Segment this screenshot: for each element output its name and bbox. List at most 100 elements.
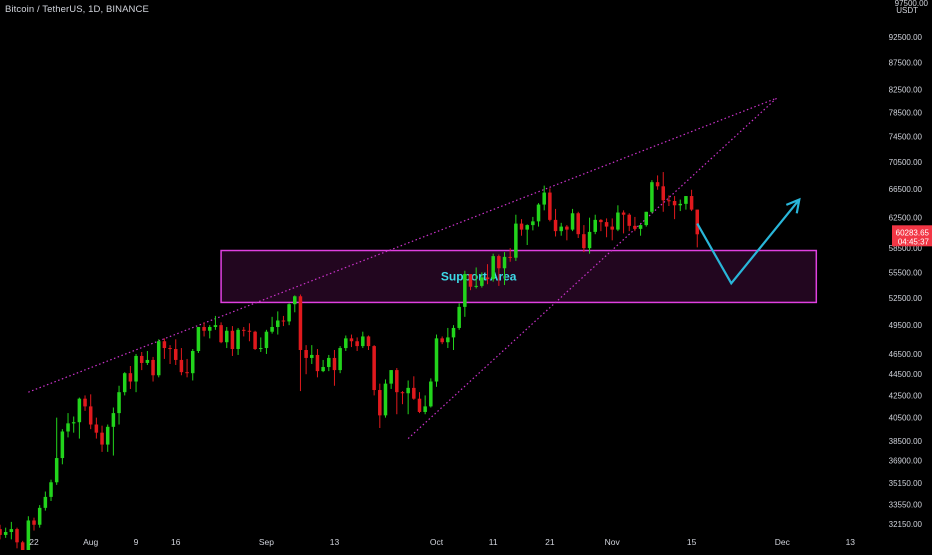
projection-arrow-head	[785, 197, 801, 214]
symbol-header: Bitcoin / TetherUS, 1D, BINANCE	[5, 4, 149, 15]
candle-body	[536, 204, 541, 222]
candle-body	[684, 196, 688, 204]
candle-body	[224, 330, 229, 343]
candle-body	[94, 424, 99, 433]
candle-body	[655, 182, 660, 187]
candle-body	[202, 327, 206, 331]
candle-body	[105, 426, 110, 445]
candles-layer	[0, 172, 700, 555]
candle-body	[134, 355, 138, 382]
candle-body	[32, 520, 36, 525]
candle-body	[185, 372, 189, 374]
candle-body	[355, 341, 359, 347]
candle-body	[502, 256, 507, 269]
time-tick-label: 13	[330, 537, 340, 547]
candle-body	[485, 277, 490, 280]
candle-body	[587, 231, 592, 249]
candle-body	[366, 336, 371, 347]
time-tick-label: Sep	[259, 537, 274, 547]
candle-body	[71, 422, 76, 424]
price-tick-label: 40500.00	[889, 414, 923, 423]
candle-body	[196, 327, 201, 351]
candle-body	[77, 398, 82, 423]
candle-body	[508, 256, 512, 258]
candle-body	[531, 221, 535, 226]
candle-body	[100, 432, 104, 445]
candle-body	[548, 192, 552, 220]
candle-body	[310, 354, 314, 358]
candle-body	[111, 413, 116, 427]
candle-body	[446, 337, 450, 343]
price-tick-label: 44500.00	[889, 370, 923, 379]
candle-body	[633, 225, 637, 229]
price-tick-label: 62500.00	[889, 214, 923, 223]
time-tick-label: 15	[687, 537, 697, 547]
candle-body	[519, 223, 524, 230]
candle-body	[514, 223, 518, 258]
candle-body	[117, 392, 121, 414]
price-tick-label: 58500.00	[889, 244, 923, 253]
candle-body	[468, 274, 473, 287]
candle-body	[678, 203, 683, 206]
candle-body	[576, 213, 580, 235]
annotation-layer	[696, 197, 801, 286]
candle-body	[327, 357, 331, 368]
time-axis[interactable]: 22 Aug 9 16 Sep 13 Oct 11 21 Nov 15 Dec 13	[29, 537, 855, 547]
price-tick-label: 78500.00	[889, 109, 923, 118]
candle-body	[344, 338, 348, 349]
candle-body	[542, 192, 546, 205]
time-tick-label: Dec	[775, 537, 791, 547]
candle-body	[491, 256, 495, 280]
candle-body	[570, 213, 575, 230]
candle-body	[451, 327, 456, 338]
candle-body	[417, 398, 422, 412]
price-tick-label: 87500.00	[889, 59, 923, 68]
price-tick-label: 42500.00	[889, 391, 923, 400]
candle-body	[361, 336, 365, 347]
candle-body	[83, 398, 87, 407]
candle-body	[599, 219, 603, 223]
candle-body	[695, 209, 700, 235]
price-tick-label: 49500.00	[889, 321, 923, 330]
candle-body	[122, 373, 127, 393]
countdown-label: 04:45:37	[898, 237, 930, 246]
price-tick-label: 33550.00	[889, 500, 923, 509]
candle-body	[440, 338, 444, 343]
candle-body	[15, 529, 19, 543]
candle-body	[525, 225, 529, 230]
candle-body	[276, 320, 280, 328]
candle-body	[253, 331, 257, 350]
candle-body	[264, 331, 269, 349]
candle-body	[287, 304, 291, 322]
candle-body	[672, 201, 677, 206]
candle-body	[145, 359, 150, 363]
candle-body	[247, 330, 252, 332]
candle-body	[650, 182, 654, 212]
candle-body	[213, 325, 218, 328]
currency-partial-label: 97500.00	[895, 0, 929, 8]
time-tick-label: Oct	[430, 537, 444, 547]
candle-body	[616, 212, 620, 230]
candle-body	[293, 296, 297, 305]
candle-body	[156, 341, 161, 376]
candle-body	[49, 482, 53, 497]
candle-body	[321, 367, 325, 372]
candle-body	[627, 214, 631, 226]
price-tick-label: 36900.00	[889, 457, 923, 466]
time-tick-label: 13	[846, 537, 856, 547]
price-tick-label: 52500.00	[889, 294, 923, 303]
price-tick-label: 66500.00	[889, 185, 923, 194]
time-tick-label: 22	[29, 537, 39, 547]
candle-body	[423, 406, 427, 412]
candle-body	[497, 256, 501, 269]
candle-body	[179, 359, 184, 373]
time-tick-label: 16	[171, 537, 181, 547]
candle-body	[338, 348, 342, 371]
candle-body	[593, 219, 597, 232]
projection-path	[696, 198, 801, 286]
candle-body	[372, 346, 376, 391]
time-tick-label: 11	[489, 537, 498, 547]
candle-body	[3, 532, 8, 535]
